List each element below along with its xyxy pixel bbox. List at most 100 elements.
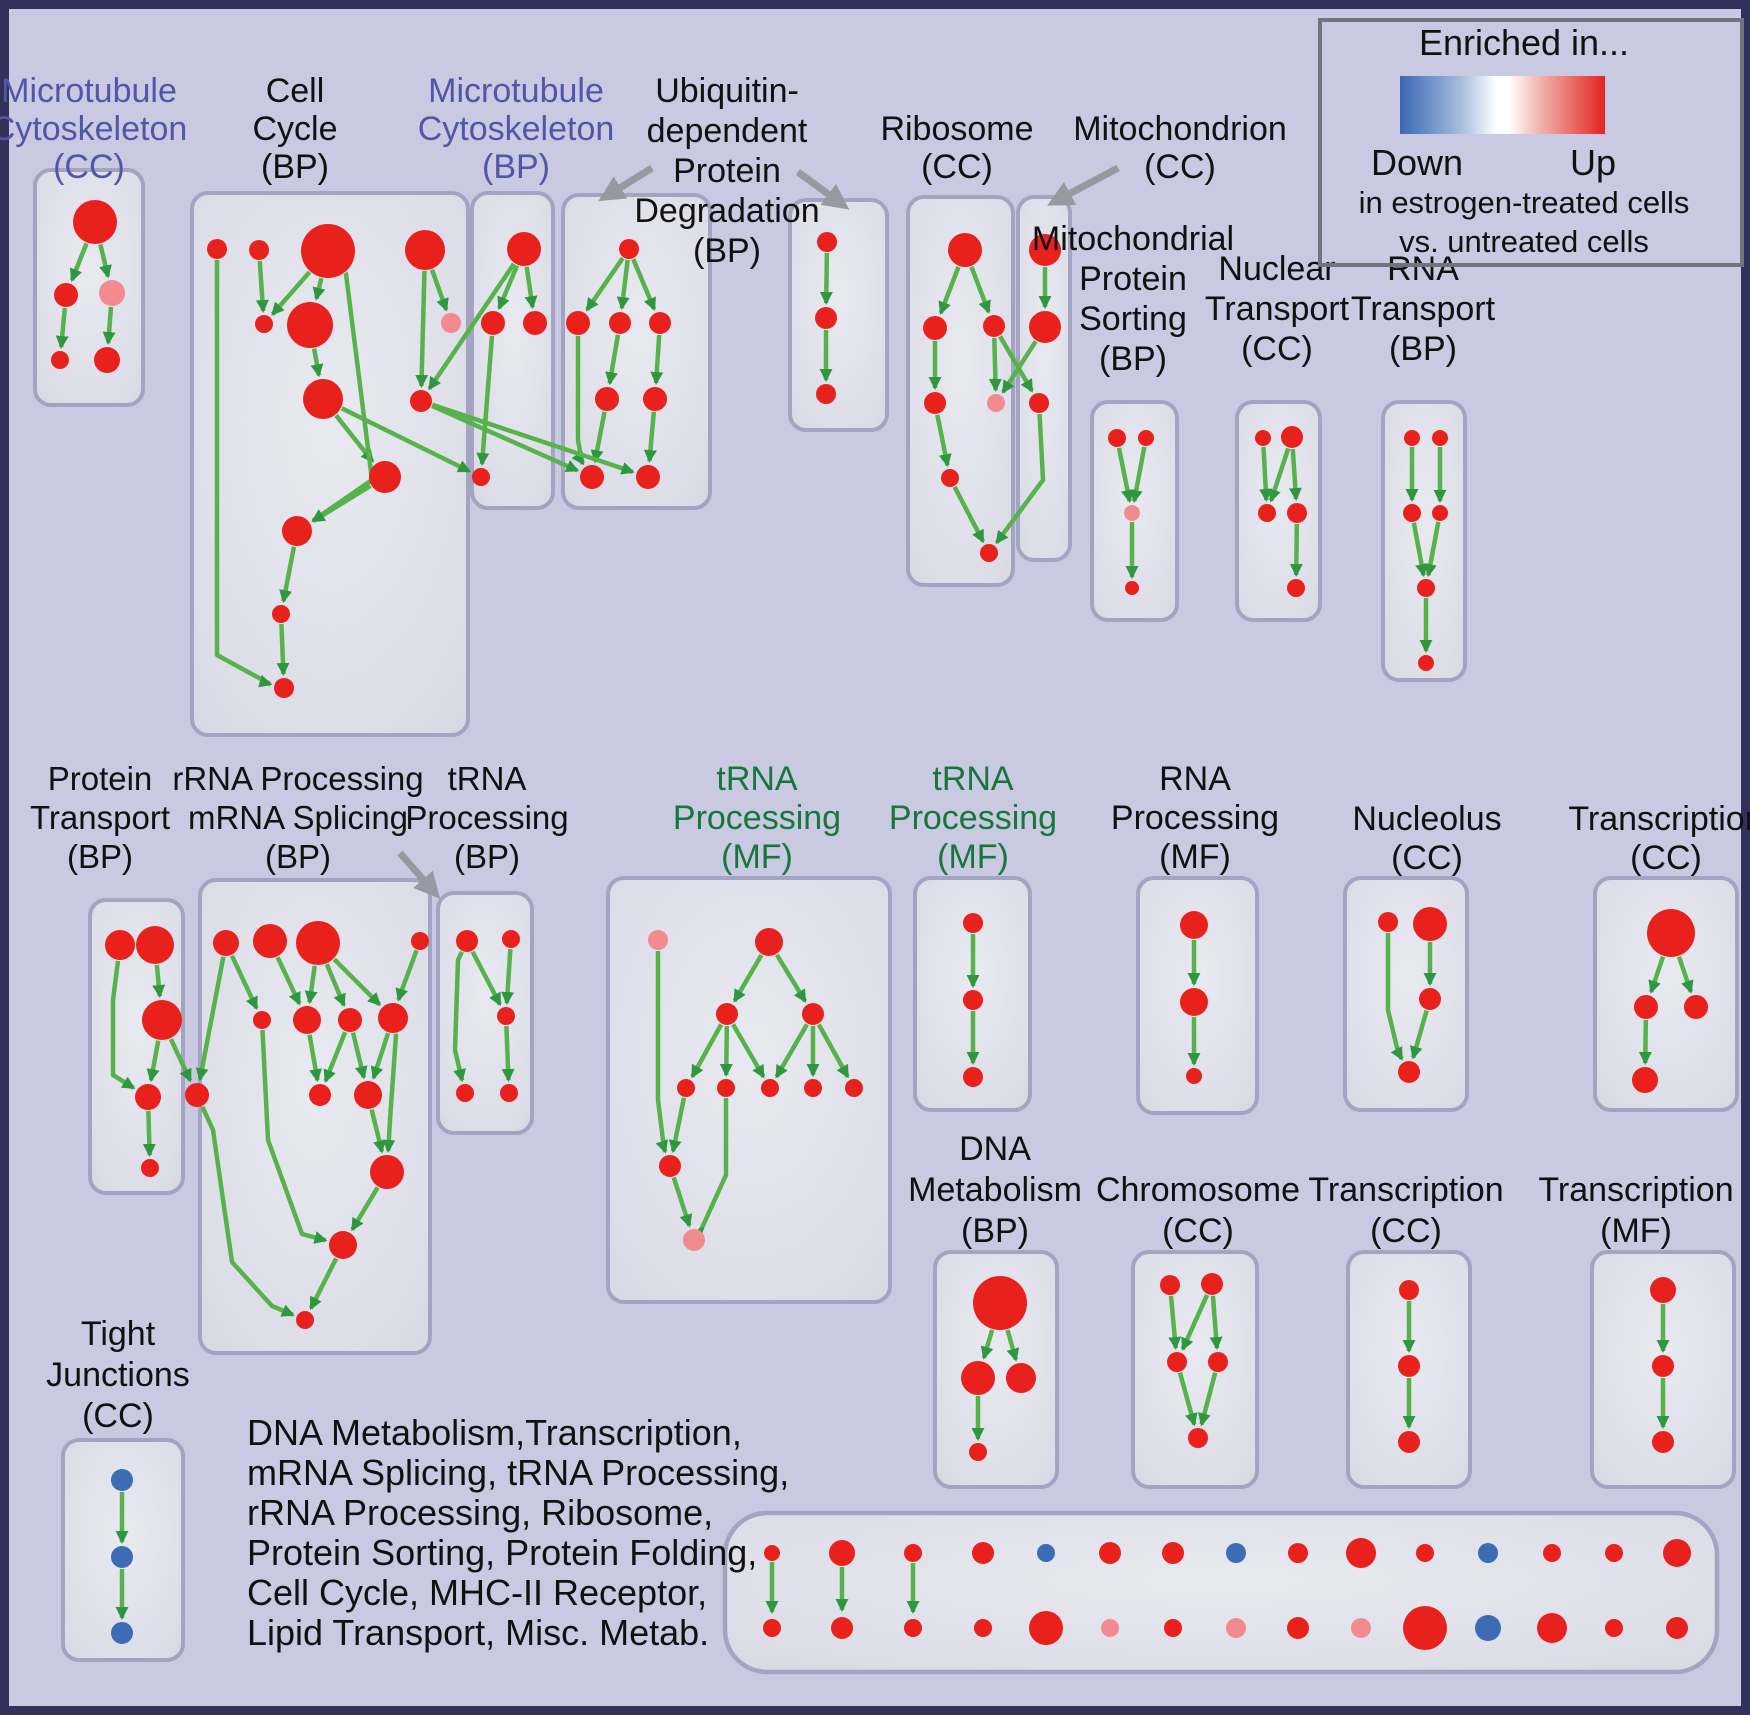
protein-transport-node — [105, 930, 135, 960]
rna-transport-label: Transport — [1351, 290, 1496, 328]
cell-cycle-label: Cell — [266, 72, 325, 110]
ubiquitin-a-node — [649, 312, 671, 334]
dna-metabolism-node — [1006, 1363, 1036, 1393]
rrna-edge — [350, 1186, 380, 1232]
legend-subtitle-1: in estrogen-treated cells — [1359, 185, 1690, 220]
ubiquitin-a-edge — [571, 336, 585, 466]
legend-gradient-bar — [1400, 76, 1605, 134]
misc-panel-node-top — [829, 1540, 855, 1566]
ubiquitin-b-box — [788, 198, 889, 432]
mito-sorting-label: Mitochondrial — [1032, 220, 1234, 258]
protein-transport-node — [141, 1159, 159, 1177]
trna-mf-large-edge — [671, 1176, 693, 1228]
protein-transport-edge — [110, 960, 136, 1090]
rrna-edge — [308, 1257, 339, 1311]
rna-processing-mf-label: RNA — [1159, 760, 1231, 798]
trna-mf-large-node — [716, 1003, 738, 1025]
ubiquitin-a-edge — [585, 256, 625, 312]
ubiquitin-a-edge — [590, 411, 607, 464]
cell-cycle-node — [405, 230, 445, 270]
rrna-edge — [395, 949, 419, 1002]
trna-mf-large-node — [755, 928, 783, 956]
cell-cycle-node — [272, 605, 290, 623]
misc-panel-node-top — [1099, 1542, 1121, 1564]
transcription-cc-a-edge — [1648, 955, 1666, 994]
cross-edge-cell-cycle-to-ubiquitin-a — [431, 402, 635, 475]
protein-transport-label: Protein — [48, 760, 153, 797]
mitochondrion-label-label: Mitochondrion — [1073, 110, 1287, 148]
ubiquitin-a-node — [566, 311, 590, 335]
trna-bp-node — [502, 930, 520, 948]
ubiquitin-a-edge — [616, 259, 630, 311]
mitochondrion-label-label: (CC) — [1144, 148, 1216, 186]
layer-labels: MicrotubuleCytoskeleton(CC)CellCycle(BP)… — [0, 18, 1750, 1653]
nuclear-transport-node — [1255, 430, 1271, 446]
dna-metabolism-node — [961, 1361, 995, 1395]
ubiquitin-a-box — [561, 193, 712, 510]
trna-bp-edge — [452, 950, 466, 1083]
mitochondrion-pointer-arrow — [1047, 164, 1120, 206]
trna-bp-node — [456, 930, 478, 952]
cell-cycle-edge — [270, 270, 312, 316]
tight-junctions-node — [111, 1469, 133, 1491]
transcription-cc-a-node — [1647, 909, 1695, 957]
microtubule-cc-edge — [69, 242, 89, 282]
rrna-node — [253, 1011, 271, 1029]
mito-sorting-edge — [1116, 447, 1134, 504]
trna-mf-small-label: (MF) — [937, 838, 1009, 876]
microtubule-cc-label: Cytoskeleton — [0, 110, 187, 148]
rrna-edge — [324, 963, 346, 1008]
transcription-cc-a-edge — [1638, 1019, 1652, 1065]
rrna-edge — [195, 956, 226, 1082]
microtubule-cc-node — [99, 280, 125, 306]
misc-panel-node-top — [904, 1544, 922, 1562]
misc-panel-node-top — [1346, 1538, 1376, 1568]
microtubule-bp-label: (BP) — [482, 148, 550, 186]
rrna-label: rRNA Processing — [172, 760, 423, 797]
transcription-mf-label: Transcription — [1538, 1171, 1733, 1209]
cell-cycle-node — [303, 379, 343, 419]
rrna-edge — [332, 957, 382, 1007]
ribosome-cc-edge — [969, 266, 991, 314]
transcription-cc-b-node — [1398, 1431, 1420, 1453]
mito-sorting-label: Sorting — [1079, 300, 1187, 338]
cell-cycle-node — [249, 240, 269, 260]
rna-transport-box — [1381, 400, 1467, 682]
mitochondrion-cc-box — [1016, 195, 1072, 562]
nucleolus-label: Nucleolus — [1352, 800, 1501, 838]
ubiquitin-a-edge — [650, 334, 664, 385]
rna-processing-mf-node — [1180, 911, 1208, 939]
trna-mf-small-label: Processing — [889, 799, 1057, 837]
misc-categories-line: Lipid Transport, Misc. Metab. — [247, 1612, 709, 1653]
misc-panel-node-bottom — [1101, 1619, 1119, 1637]
rna-transport-node — [1432, 430, 1448, 446]
trna-mf-large-edge — [816, 1023, 850, 1079]
chromosome-edge — [1198, 1372, 1218, 1427]
legend-box — [1318, 18, 1744, 267]
ubiquitin-a-node — [619, 239, 639, 259]
misc-panel-node-bottom — [1475, 1615, 1501, 1641]
microtubule-cc-edge — [55, 307, 69, 349]
dna-metabolism-label: (BP) — [961, 1212, 1029, 1250]
rrna-node — [296, 921, 340, 965]
rrna-node — [253, 924, 287, 958]
microtubule-cc-label: Microtubule — [1, 72, 177, 110]
trna-mf-large-edge — [774, 1023, 809, 1079]
trna-bp-node — [500, 1084, 518, 1102]
misc-panel-node-bottom — [974, 1619, 992, 1637]
ubiquitin-a-edge — [643, 411, 657, 464]
ubiquitin-label-label: dependent — [647, 112, 808, 150]
protein-transport-edge — [146, 1040, 161, 1083]
dna-metabolism-node — [969, 1443, 987, 1461]
misc-panel-node-top — [1478, 1543, 1498, 1563]
rrna-edge — [307, 1034, 322, 1083]
rrna-label: mRNA Splicing — [188, 799, 408, 836]
cell-cycle-node — [301, 224, 355, 278]
misc-panel-node-top — [972, 1542, 994, 1564]
transcription-cc-a-node — [1632, 1067, 1658, 1093]
ribosome-cc-edge — [952, 485, 985, 544]
trna-mf-small-node — [963, 990, 983, 1010]
ubiquitin-label-label: Degradation — [634, 192, 819, 230]
